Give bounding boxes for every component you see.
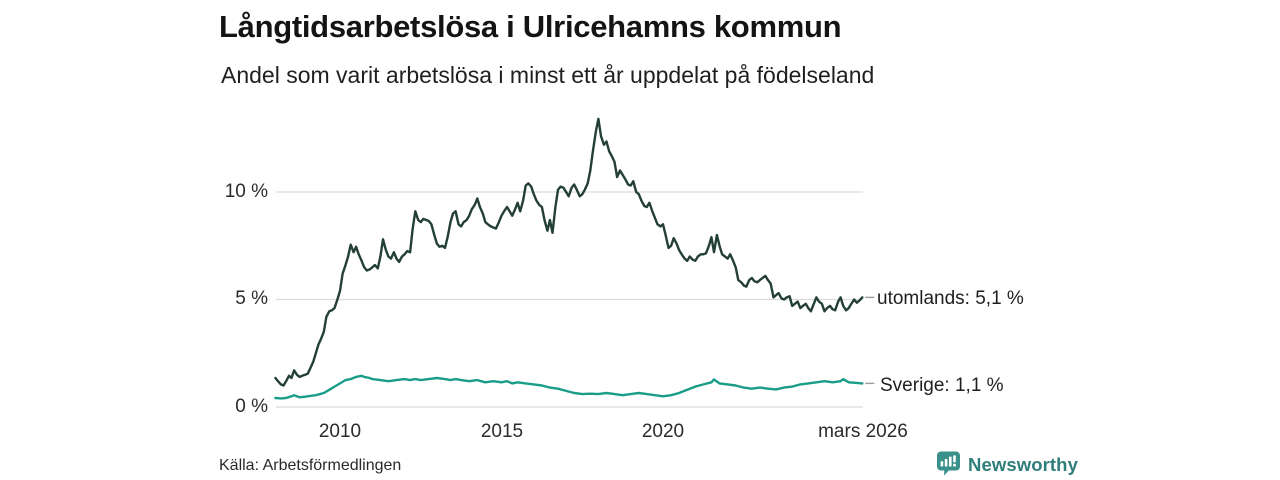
newsworthy-icon [937,451,960,476]
series-label-sverige: Sverige: 1,1 % [880,375,1004,396]
x-axis-tick-mars-2026: mars 2026 [818,421,908,442]
x-axis-tick-2015: 2015 [480,421,524,442]
newsworthy-logo: Newsworthy [936,451,1078,477]
y-axis-tick-5: 5 % [235,288,268,309]
series-line-utomlands [274,117,864,387]
x-axis-tick-2020: 2020 [641,421,685,442]
series-label-utomlands: utomlands: 5,1 % [877,288,1024,309]
newsworthy-wordmark: Newsworthy [968,453,1078,475]
source-note: Källa: Arbetsförmedlingen [219,457,402,474]
y-axis-tick-10: 10 % [224,181,268,202]
y-axis-tick-0: 0 % [235,396,268,417]
series-line-sverige [274,374,864,400]
page-subtitle: Andel som varit arbetslösa i minst ett å… [221,62,875,88]
page-title: Långtidsarbetslösa i Ulricehamns kommun [219,9,842,44]
x-axis-tick-2010: 2010 [318,421,362,442]
